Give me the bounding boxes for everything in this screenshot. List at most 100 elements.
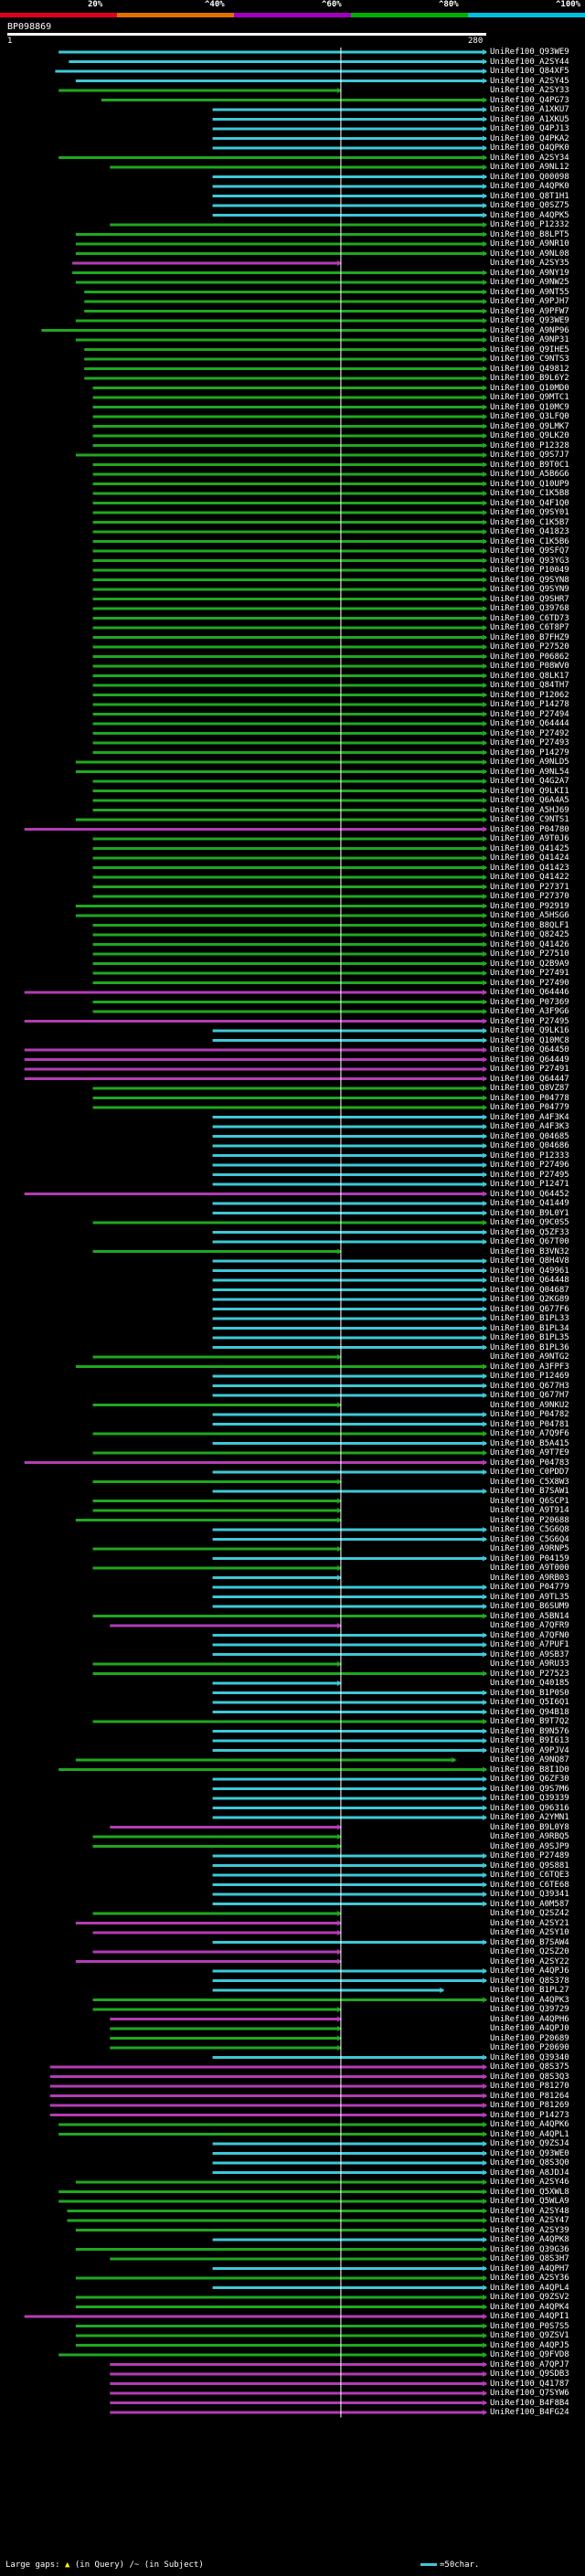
hit-name-link[interactable]: UniRef100_A9SB37 (490, 1649, 569, 1659)
hit-name-link[interactable]: UniRef100_A2SY45 (490, 76, 569, 86)
hit-name-link[interactable]: UniRef100_A9NLD5 (490, 758, 569, 767)
hit-name-link[interactable]: UniRef100_Q9IHE5 (490, 345, 569, 355)
hit-name-link[interactable]: UniRef100_Q93YG3 (490, 556, 569, 566)
hit-name-link[interactable]: UniRef100_Q49961 (490, 1266, 569, 1276)
hit-name-link[interactable]: UniRef100_P27491 (490, 1065, 569, 1074)
hit-name-link[interactable]: UniRef100_P04159 (490, 1553, 569, 1564)
hit-name-link[interactable]: UniRef100_A9PJH7 (490, 297, 569, 306)
hit-name-link[interactable]: UniRef100_B1PL33 (490, 1314, 569, 1323)
hit-name-link[interactable]: UniRef100_Q9S7M6 (490, 1784, 569, 1794)
hit-name-link[interactable]: UniRef100_P12469 (490, 1372, 569, 1381)
hit-name-link[interactable]: UniRef100_Q9LK20 (490, 431, 569, 440)
hit-name-link[interactable]: UniRef100_Q8LK17 (490, 671, 569, 681)
hit-name-link[interactable]: UniRef100_A4QPH7 (490, 2263, 569, 2274)
hit-name-link[interactable]: UniRef100_P27491 (490, 969, 569, 978)
hit-name-link[interactable]: UniRef100_Q84TH7 (490, 681, 569, 690)
hit-name-link[interactable]: UniRef100_Q64452 (490, 1189, 569, 1199)
hit-name-link[interactable]: UniRef100_Q2B9A9 (490, 959, 569, 969)
hit-name-link[interactable]: UniRef100_Q9SYN8 (490, 575, 569, 585)
hit-name-link[interactable]: UniRef100_C9NTS1 (490, 815, 569, 824)
hit-name-link[interactable]: UniRef100_Q10UP9 (490, 479, 569, 489)
hit-name-link[interactable]: UniRef100_Q9LKI1 (490, 786, 569, 796)
hit-name-link[interactable]: UniRef100_P07369 (490, 997, 569, 1007)
hit-name-link[interactable]: UniRef100_Q4F1Q0 (490, 498, 569, 508)
hit-name-link[interactable]: UniRef100_A9NR10 (490, 239, 569, 249)
hit-name-link[interactable]: UniRef100_A2SY34 (490, 153, 569, 163)
hit-name-link[interactable]: UniRef100_Q04685 (490, 1131, 569, 1141)
hit-name-link[interactable]: UniRef100_B1PL34 (490, 1323, 569, 1333)
hit-name-link[interactable]: UniRef100_A7Q9F6 (490, 1429, 569, 1438)
hit-name-link[interactable]: UniRef100_Q04686 (490, 1141, 569, 1150)
hit-name-link[interactable]: UniRef100_A2SY46 (490, 2178, 569, 2187)
hit-name-link[interactable]: UniRef100_P27494 (490, 709, 569, 719)
hit-name-link[interactable]: UniRef100_Q9LMK7 (490, 421, 569, 431)
hit-name-link[interactable]: UniRef100_Q39340 (490, 2052, 569, 2062)
hit-name-link[interactable]: UniRef100_Q8S3Q3 (490, 2072, 569, 2082)
hit-name-link[interactable]: UniRef100_A4QPK4 (490, 2302, 569, 2312)
hit-name-link[interactable]: UniRef100_A2SY48 (490, 2206, 569, 2216)
hit-name-link[interactable]: UniRef100_P27496 (490, 1161, 569, 1170)
hit-name-link[interactable]: UniRef100_P27495 (490, 1016, 569, 1026)
hit-name-link[interactable]: UniRef100_P04780 (490, 824, 569, 834)
hit-name-link[interactable]: UniRef100_A4QPK5 (490, 210, 569, 220)
hit-name-link[interactable]: UniRef100_C9NTS3 (490, 355, 569, 364)
hit-name-link[interactable]: UniRef100_B4FG24 (490, 2408, 569, 2417)
hit-name-link[interactable]: UniRef100_A9NW25 (490, 278, 569, 287)
hit-name-link[interactable]: UniRef100_A9PFW7 (490, 306, 569, 316)
hit-name-link[interactable]: UniRef100_Q39768 (490, 604, 569, 613)
hit-name-link[interactable]: UniRef100_A5HJ69 (490, 805, 569, 815)
hit-name-link[interactable]: UniRef100_B8LPT5 (490, 229, 569, 239)
hit-name-link[interactable]: UniRef100_Q677F6 (490, 1304, 569, 1314)
hit-name-link[interactable]: UniRef100_Q3LFQ0 (490, 412, 569, 421)
hit-name-link[interactable]: UniRef100_Q41823 (490, 527, 569, 536)
hit-name-link[interactable]: UniRef100_A2SY39 (490, 2225, 569, 2235)
hit-name-link[interactable]: UniRef100_Q64444 (490, 719, 569, 728)
hit-name-link[interactable]: UniRef100_B1PL36 (490, 1342, 569, 1352)
hit-name-link[interactable]: UniRef100_P04778 (490, 1093, 569, 1103)
hit-name-link[interactable]: UniRef100_B9L0Y8 (490, 1822, 569, 1832)
hit-name-link[interactable]: UniRef100_Q8H4V8 (490, 1256, 569, 1266)
hit-name-link[interactable]: UniRef100_P04783 (490, 1458, 569, 1468)
hit-name-link[interactable]: UniRef100_Q96316 (490, 1803, 569, 1813)
hit-name-link[interactable]: UniRef100_C1K5B7 (490, 517, 569, 527)
hit-name-link[interactable]: UniRef100_Q2SZ20 (490, 1947, 569, 1956)
hit-name-link[interactable]: UniRef100_C6TE68 (490, 1880, 569, 1890)
hit-name-link[interactable]: UniRef100_Q5ZF33 (490, 1227, 569, 1237)
hit-name-link[interactable]: UniRef100_P27492 (490, 728, 569, 738)
hit-name-link[interactable]: UniRef100_Q84XF5 (490, 67, 569, 76)
hit-name-link[interactable]: UniRef100_Q9MTC1 (490, 393, 569, 402)
hit-name-link[interactable]: UniRef100_C6T8P7 (490, 623, 569, 632)
hit-name-link[interactable]: UniRef100_A4QPH6 (490, 2014, 569, 2024)
hit-name-link[interactable]: UniRef100_P81269 (490, 2101, 569, 2110)
hit-name-link[interactable]: UniRef100_A9NP31 (490, 335, 569, 345)
hit-name-link[interactable]: UniRef100_A9PJV4 (490, 1745, 569, 1755)
hit-name-link[interactable]: UniRef100_A5B6G6 (490, 470, 569, 479)
hit-name-link[interactable]: UniRef100_Q8S3H7 (490, 2254, 569, 2263)
hit-name-link[interactable]: UniRef100_B1P0S0 (490, 1688, 569, 1698)
hit-name-link[interactable]: UniRef100_Q4QPK0 (490, 143, 569, 153)
hit-name-link[interactable]: UniRef100_Q64447 (490, 1074, 569, 1084)
hit-name-link[interactable]: UniRef100_Q8VZ87 (490, 1084, 569, 1093)
hit-name-link[interactable]: UniRef100_P27370 (490, 892, 569, 901)
hit-name-link[interactable]: UniRef100_Q9ZSV2 (490, 2293, 569, 2302)
hit-name-link[interactable]: UniRef100_A9SJP9 (490, 1841, 569, 1851)
hit-name-link[interactable]: UniRef100_A4QPJ5 (490, 2340, 569, 2350)
hit-name-link[interactable]: UniRef100_Q41424 (490, 853, 569, 863)
hit-name-link[interactable]: UniRef100_A9NT55 (490, 287, 569, 297)
hit-name-link[interactable]: UniRef100_Q82425 (490, 930, 569, 939)
hit-name-link[interactable]: UniRef100_Q4PJ13 (490, 124, 569, 133)
hit-name-link[interactable]: UniRef100_P92919 (490, 901, 569, 911)
hit-name-link[interactable]: UniRef100_A2SY35 (490, 259, 569, 268)
hit-name-link[interactable]: UniRef100_Q4PG73 (490, 95, 569, 105)
hit-name-link[interactable]: UniRef100_B8I1D0 (490, 1765, 569, 1775)
hit-name-link[interactable]: UniRef100_A9TL35 (490, 1592, 569, 1602)
hit-name-link[interactable]: UniRef100_B9I613 (490, 1736, 569, 1745)
hit-name-link[interactable]: UniRef100_A9NQ87 (490, 1755, 569, 1765)
hit-name-link[interactable]: UniRef100_Q6A4A5 (490, 796, 569, 805)
hit-name-link[interactable]: UniRef100_P20689 (490, 2033, 569, 2043)
hit-name-link[interactable]: UniRef100_Q9SFQ7 (490, 546, 569, 556)
hit-name-link[interactable]: UniRef100_Q93WE9 (490, 316, 569, 325)
hit-name-link[interactable]: UniRef100_A5BN14 (490, 1611, 569, 1621)
hit-name-link[interactable]: UniRef100_Q10MC8 (490, 1035, 569, 1045)
hit-name-link[interactable]: UniRef100_Q64449 (490, 1055, 569, 1065)
